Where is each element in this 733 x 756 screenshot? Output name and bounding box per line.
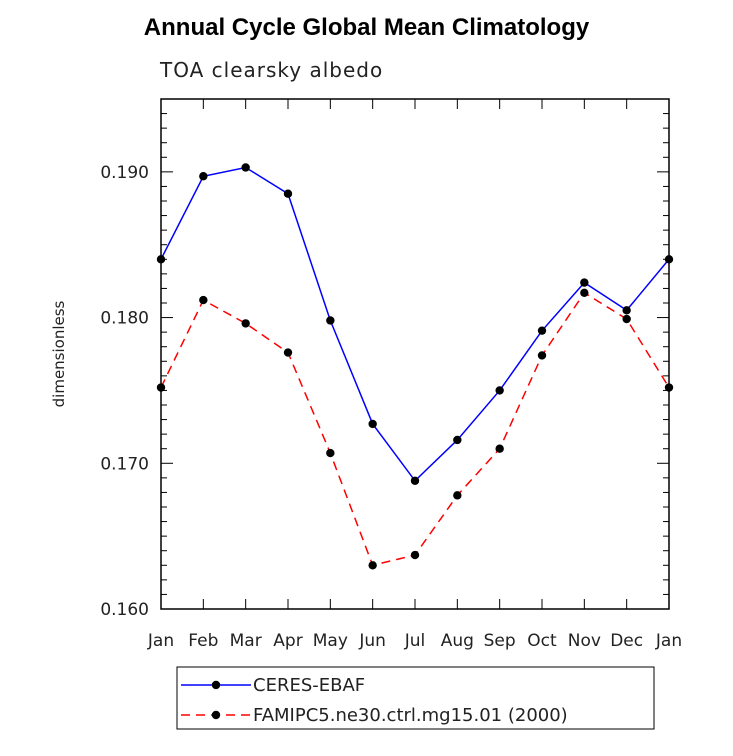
series-1-point [495, 444, 504, 453]
x-tick-label: Feb [188, 631, 218, 651]
series-0-point [368, 419, 377, 429]
series-line-1 [160, 291, 670, 567]
series-1-point [580, 288, 589, 297]
series-1-point [156, 383, 166, 392]
plot-frame [160, 98, 670, 610]
x-tick-label: Jun [358, 631, 386, 651]
series-line-0 [160, 166, 670, 482]
series-0-point [622, 306, 631, 315]
x-tick-label: Jul [404, 631, 426, 651]
x-tick-label: Sep [484, 631, 516, 651]
series-0-point [241, 163, 250, 172]
chart-subtitle: TOA clearsky albedo [160, 58, 384, 82]
x-tick-label: Apr [273, 631, 302, 651]
series-1-point [283, 348, 293, 357]
legend-label-0: CERES-EBAF [253, 675, 365, 696]
y-tick-label: 0.180 [100, 309, 149, 329]
series-1-point [664, 383, 674, 392]
series-1-point [453, 491, 462, 500]
y-tick-label: 0.190 [100, 163, 149, 183]
x-tick-label: Oct [527, 631, 557, 651]
x-tick-label: Dec [610, 631, 643, 651]
series-1-point [622, 314, 631, 324]
series-1-point [241, 319, 250, 328]
x-tick-label: Mar [230, 631, 262, 651]
x-tick-label: May [313, 631, 348, 651]
legend-box [176, 666, 655, 730]
series-0-point [495, 386, 504, 395]
series-0-point [199, 172, 208, 181]
x-tick-label: Jan [655, 631, 682, 651]
y-tick-label: 0.170 [100, 454, 149, 474]
series-1-point [199, 295, 208, 305]
series-0-point [664, 255, 674, 264]
series-1-point [537, 351, 547, 360]
legend-label-1: FAMIPC5.ne30.ctrl.mg15.01 (2000) [253, 705, 568, 726]
x-tick-label: Nov [568, 631, 601, 651]
series-0-point [537, 326, 547, 335]
series-0-point [410, 476, 420, 485]
x-tick-label: Aug [441, 631, 474, 651]
legend-marker-1 [211, 710, 221, 720]
series-0-point [453, 435, 462, 445]
series-1-point [410, 550, 420, 560]
series-0-point [326, 316, 335, 325]
series-0-point [156, 255, 166, 264]
series-0-point [283, 189, 293, 198]
chart-title: Annual Cycle Global Mean Climatology [143, 14, 590, 41]
series-0-point [580, 278, 589, 287]
x-tick-label: Jan [147, 631, 174, 651]
y-axis-label: dimensionless [50, 300, 68, 407]
series-1-point [368, 561, 377, 570]
legend-marker-0 [211, 680, 221, 690]
y-tick-label: 0.160 [100, 600, 149, 620]
series-1-point [326, 448, 335, 458]
